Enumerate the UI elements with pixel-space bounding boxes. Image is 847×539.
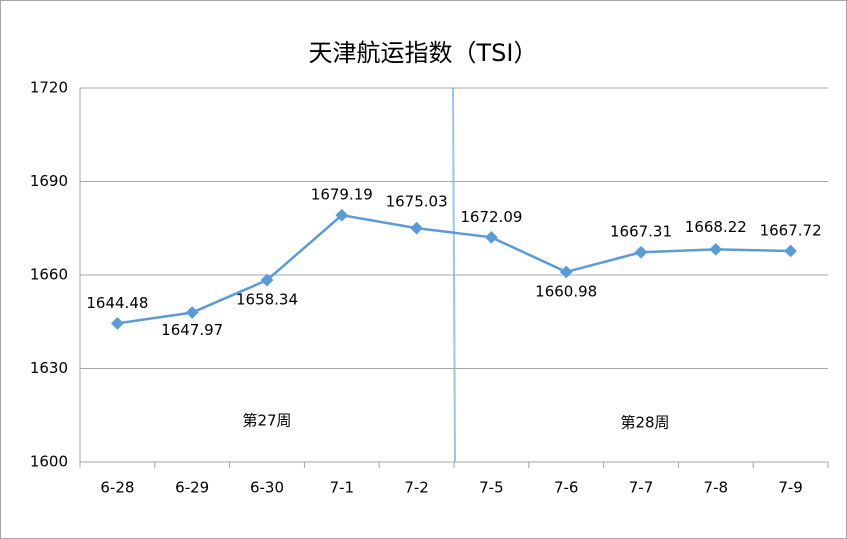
marker bbox=[185, 306, 199, 319]
marker bbox=[260, 273, 274, 287]
marker bbox=[335, 208, 349, 222]
y-tick-label: 1660 bbox=[30, 266, 68, 284]
data-label: 1667.72 bbox=[760, 221, 822, 239]
annotation: 第27周 bbox=[242, 412, 291, 430]
x-tick-label: 7-9 bbox=[778, 479, 803, 497]
line bbox=[117, 213, 791, 325]
marker bbox=[111, 317, 124, 330]
data-label: 1667.31 bbox=[610, 223, 672, 241]
x-tick-label: 7-7 bbox=[629, 479, 654, 497]
annotation: 第28周 bbox=[620, 414, 669, 432]
x-tick-label: 7-5 bbox=[479, 479, 504, 497]
data-label: 1675.03 bbox=[386, 193, 448, 211]
y-tick-label: 1630 bbox=[30, 359, 68, 377]
data-label: 1679.19 bbox=[311, 186, 373, 204]
y-tick-label: 1690 bbox=[30, 172, 68, 190]
x-tick-label: 7-1 bbox=[330, 479, 355, 497]
data-label: 1672.09 bbox=[460, 208, 522, 226]
data-label: 1647.97 bbox=[161, 321, 223, 339]
marker bbox=[485, 230, 498, 244]
marker bbox=[410, 221, 423, 235]
x-tick-label: 6-29 bbox=[175, 479, 209, 497]
x-tick-label: 7-8 bbox=[704, 479, 729, 497]
data-label: 1658.34 bbox=[236, 291, 298, 309]
x-tick-label: 7-6 bbox=[554, 479, 579, 497]
x-tick-label: 6-30 bbox=[250, 479, 284, 497]
y-tick-label: 1600 bbox=[30, 453, 68, 471]
data-label: 1668.22 bbox=[685, 218, 747, 236]
data-label: 1644.48 bbox=[86, 294, 148, 312]
x-tick-label: 6-28 bbox=[100, 479, 134, 497]
data-label: 1660.98 bbox=[535, 282, 597, 300]
chart-title: 天津航运指数（TSI） bbox=[309, 39, 538, 67]
x-tick-label: 7-2 bbox=[404, 479, 429, 497]
y-tick-label: 1720 bbox=[30, 79, 68, 97]
